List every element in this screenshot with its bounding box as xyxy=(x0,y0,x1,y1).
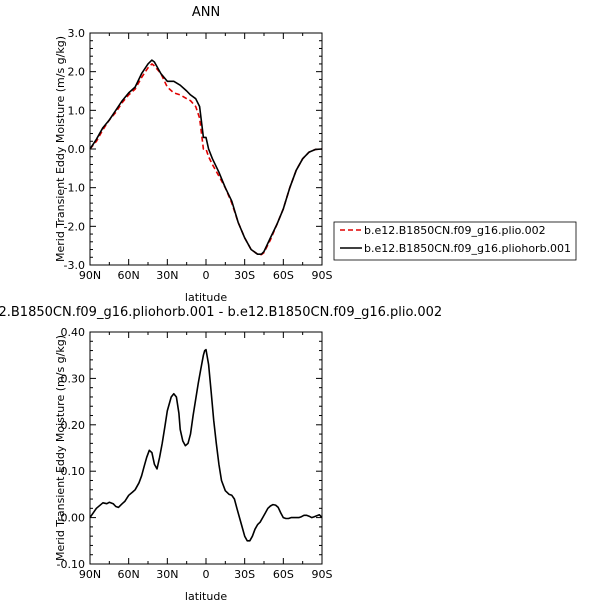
x-tick-label: 90S xyxy=(312,269,333,282)
x-tick-label: 60N xyxy=(118,568,140,581)
x-tick-label: 30N xyxy=(156,568,178,581)
panel-top-xlabel: latitude xyxy=(185,291,227,304)
panel-bottom-frame xyxy=(89,331,323,565)
panel-bottom: b.e12.B1850CN.f09_g16.pliohorb.001 - b.e… xyxy=(0,305,442,603)
legend-box xyxy=(333,221,577,261)
legend-label-plio: b.e12.B1850CN.f09_g16.plio.002 xyxy=(364,224,546,237)
panel-top-title: ANN xyxy=(192,5,220,20)
panel-top-frame xyxy=(89,32,323,266)
series-line-1-0 xyxy=(89,348,323,542)
x-tick-label: 90N xyxy=(79,269,101,282)
y-tick-label: 0.40 xyxy=(61,326,86,339)
y-tick-label: -0.10 xyxy=(57,558,85,571)
legend-label-pliohorb: b.e12.B1850CN.f09_g16.pliohorb.001 xyxy=(364,242,571,255)
panel-bottom-xlabel: latitude xyxy=(185,590,227,603)
y-tick-label: 0.10 xyxy=(61,465,86,478)
y-tick-label: 0.30 xyxy=(61,372,86,385)
x-tick-label: 0 xyxy=(203,269,210,282)
y-tick-label: 0.0 xyxy=(68,143,86,156)
x-tick-label: 90S xyxy=(312,568,333,581)
x-tick-label: 60N xyxy=(118,269,140,282)
x-tick-label: 30S xyxy=(234,568,255,581)
y-tick-label: 2.0 xyxy=(68,66,86,79)
series-line-0-1 xyxy=(89,59,323,255)
panel-top-marks: 90N 60N 30N 0 30S 60S 90S -3.0 -2.0 -1.0 0.0 1.0 2.0… xyxy=(64,27,333,282)
panel-bottom-ylabel: Merid Transient Eddy Moisture (m/s g/kg) xyxy=(54,335,67,561)
panel-top-ylabel: Merid Transient Eddy Moisture (m/s g/kg) xyxy=(54,36,67,262)
x-tick-label: 0 xyxy=(203,568,210,581)
panel-bottom-title: b.e12.B1850CN.f09_g16.pliohorb.001 - b.e… xyxy=(0,305,442,320)
x-tick-label: 60S xyxy=(273,568,294,581)
panel-top: ANN Merid Transient Eddy Moisture (m/s g… xyxy=(54,5,577,304)
x-tick-label: 60S xyxy=(273,269,294,282)
y-tick-label: 1.0 xyxy=(68,104,86,117)
x-tick-label: 30S xyxy=(234,269,255,282)
series-line-0-0 xyxy=(89,63,323,256)
y-tick-label: 0.00 xyxy=(61,512,86,525)
y-tick-label: -2.0 xyxy=(64,220,85,233)
legend: b.e12.B1850CN.f09_g16.plio.002 b.e12.B18… xyxy=(333,221,577,261)
panel-bottom-marks: 90N 60N 30N 0 30S 60S 90S -0.10 0.00 0.10 0.20 0.30… xyxy=(57,326,333,581)
y-tick-label: 0.20 xyxy=(61,419,86,432)
y-tick-label: -3.0 xyxy=(64,259,85,272)
y-tick-label: -1.0 xyxy=(64,182,85,195)
y-tick-label: 3.0 xyxy=(68,27,86,40)
x-tick-label: 90N xyxy=(79,568,101,581)
x-tick-label: 30N xyxy=(156,269,178,282)
